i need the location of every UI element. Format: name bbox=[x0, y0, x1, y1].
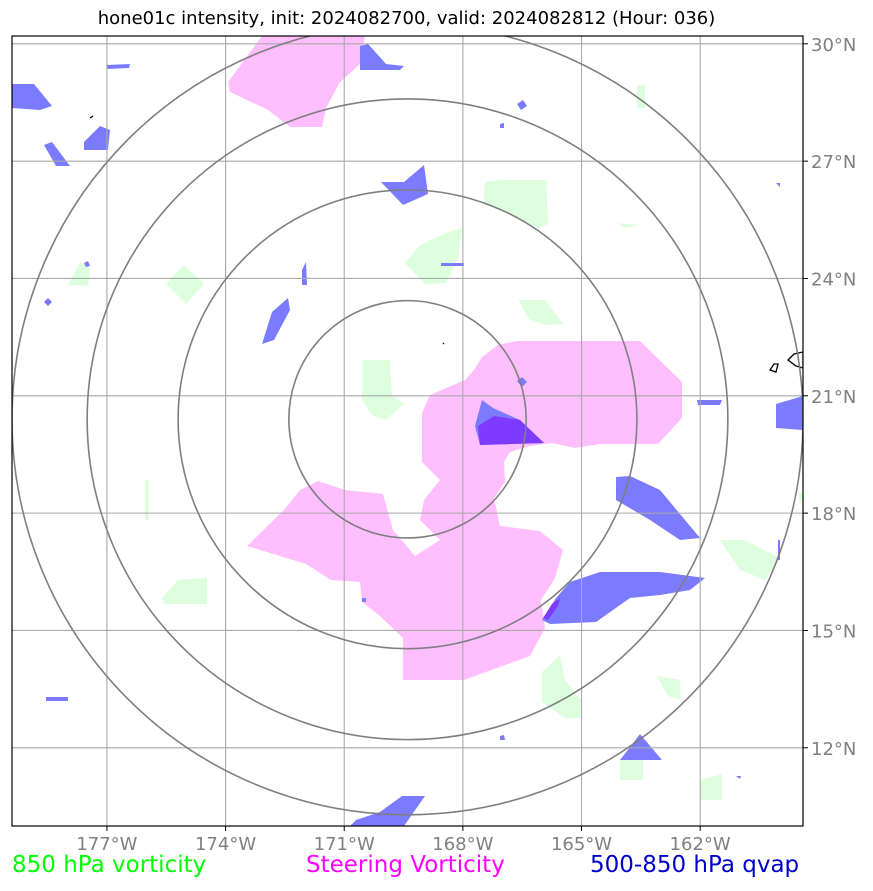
vort850-area bbox=[362, 360, 404, 420]
latitude-tick-label: 24°N bbox=[811, 269, 856, 290]
longitude-tick-labels: 177°W 174°W 171°W 168°W 165°W 162°W bbox=[76, 826, 731, 855]
vort850-area bbox=[68, 262, 90, 286]
longitude-tick-label: 168°W bbox=[432, 834, 493, 855]
steering-area bbox=[228, 36, 365, 127]
qvap-area bbox=[500, 123, 504, 128]
range-rings bbox=[12, 36, 803, 816]
latitude-tick-label: 12°N bbox=[811, 739, 856, 760]
longitude-tick-label: 165°W bbox=[551, 834, 612, 855]
vort850-area bbox=[657, 676, 681, 700]
steering-area bbox=[247, 341, 682, 680]
vorticity-850-areas bbox=[68, 84, 803, 800]
map-frame bbox=[11, 35, 804, 827]
qvap-area bbox=[350, 796, 425, 826]
range-ring bbox=[12, 36, 803, 816]
vort850-area bbox=[483, 180, 548, 228]
vort850-area bbox=[700, 774, 722, 800]
qvap-area bbox=[517, 100, 527, 110]
steering-vorticity-areas bbox=[228, 36, 682, 680]
qvap-area bbox=[616, 476, 700, 540]
vort850-area bbox=[166, 265, 204, 304]
vort850-area bbox=[637, 84, 645, 108]
qvap-area bbox=[44, 298, 52, 306]
overlap-area bbox=[478, 416, 544, 445]
coastline-outline bbox=[442, 342, 445, 345]
legend-steering-vorticity: Steering Vorticity bbox=[306, 852, 505, 878]
qvap-area bbox=[362, 598, 366, 602]
longitude-tick-label: 177°W bbox=[76, 834, 137, 855]
range-ring bbox=[288, 299, 527, 539]
latitude-tick-label: 27°N bbox=[811, 152, 856, 173]
latitude-tick-label: 18°N bbox=[811, 504, 856, 525]
coastline-outline bbox=[89, 115, 94, 119]
vort850-area bbox=[542, 655, 581, 718]
qvap-area bbox=[736, 776, 741, 779]
coastline-outline bbox=[787, 351, 803, 369]
overlap-areas bbox=[478, 416, 560, 620]
vort850-area bbox=[720, 540, 780, 580]
legend-850-vorticity: 850 hPa vorticity bbox=[12, 852, 207, 878]
latitude-tick-label: 15°N bbox=[811, 621, 856, 642]
qvap-area bbox=[542, 572, 705, 624]
vort850-area bbox=[145, 480, 149, 520]
coastline-outline bbox=[768, 363, 779, 373]
qvap-area bbox=[46, 697, 68, 701]
latitude-tick-label: 30°N bbox=[811, 35, 856, 56]
vort850-area bbox=[618, 223, 640, 228]
qvap-area bbox=[500, 735, 505, 740]
qvap-area bbox=[84, 261, 90, 267]
qvap-area bbox=[262, 298, 290, 344]
qvap-area bbox=[381, 165, 428, 205]
qvap-area bbox=[360, 44, 404, 70]
legend-qvap: 500-850 hPa qvap bbox=[590, 852, 800, 878]
qvap-area bbox=[620, 734, 662, 760]
vort850-area bbox=[405, 228, 462, 284]
vort850-area bbox=[798, 490, 803, 505]
coastline bbox=[89, 115, 803, 373]
qvap-area bbox=[106, 64, 130, 69]
qvap-area bbox=[697, 400, 722, 405]
latitude-tick-labels: 30°N 27°N 24°N 21°N 18°N 15°N 12°N bbox=[803, 35, 856, 760]
qvap-area bbox=[776, 396, 803, 430]
qvap-area bbox=[776, 183, 780, 187]
qvap-area bbox=[44, 142, 70, 166]
qvap-area bbox=[302, 262, 307, 285]
latitude-gridlines bbox=[12, 43, 803, 749]
range-ring bbox=[86, 98, 729, 741]
qvap-area bbox=[84, 126, 110, 150]
map-title: hone01c intensity, init: 2024082700, val… bbox=[97, 8, 716, 29]
vort850-area bbox=[518, 300, 563, 325]
vort850-area bbox=[162, 578, 207, 604]
longitude-gridlines bbox=[106, 36, 701, 826]
qvap-area bbox=[441, 263, 464, 266]
vort850-area bbox=[620, 760, 643, 780]
latitude-tick-label: 21°N bbox=[811, 387, 856, 408]
overlap-area bbox=[543, 598, 560, 620]
longitude-tick-label: 174°W bbox=[195, 834, 256, 855]
longitude-tick-label: 171°W bbox=[314, 834, 375, 855]
range-ring bbox=[177, 189, 638, 650]
qvap-area bbox=[12, 84, 52, 110]
longitude-tick-label: 162°W bbox=[670, 834, 731, 855]
